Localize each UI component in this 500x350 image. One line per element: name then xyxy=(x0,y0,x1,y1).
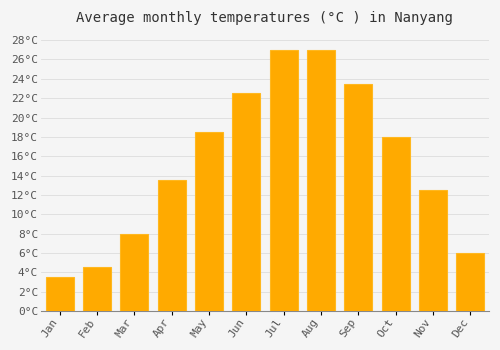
Bar xyxy=(344,84,372,311)
Bar xyxy=(195,132,223,311)
Bar xyxy=(46,277,74,311)
Bar xyxy=(120,233,148,311)
Bar xyxy=(307,50,335,311)
Bar xyxy=(456,253,484,311)
Bar xyxy=(232,93,260,311)
Bar xyxy=(158,180,186,311)
Bar xyxy=(419,190,447,311)
Title: Average monthly temperatures (°C ) in Nanyang: Average monthly temperatures (°C ) in Na… xyxy=(76,11,454,25)
Bar xyxy=(382,137,409,311)
Bar xyxy=(270,50,297,311)
Bar xyxy=(83,267,111,311)
